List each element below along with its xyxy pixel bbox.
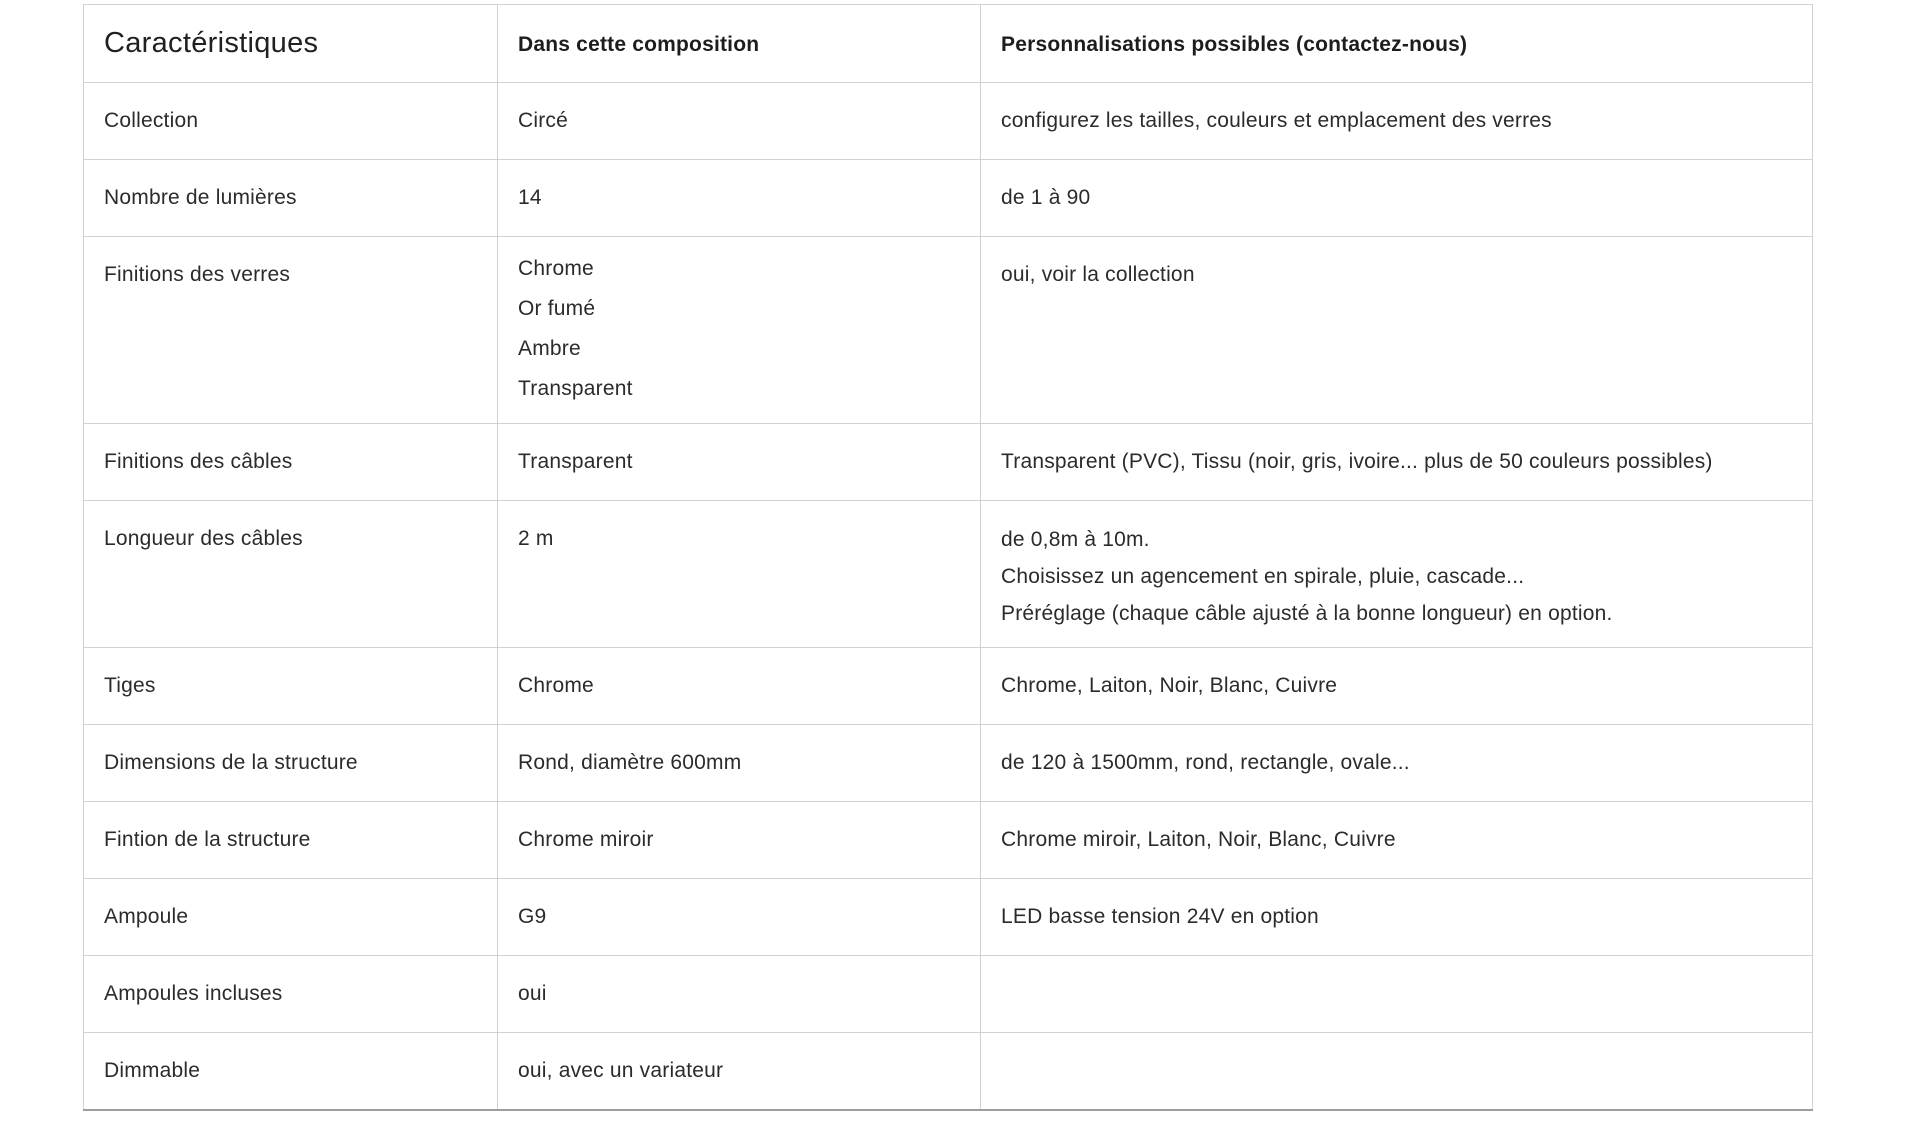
cell-line: Choisissez un agencement en spirale, plu… [1001, 565, 1525, 588]
row-label: Finitions des verres [83, 236, 498, 424]
table-row-collection: Collection Circé configurez les tailles,… [83, 82, 1813, 160]
header-personnalisations-possibles: Personnalisations possibles (contactez-n… [980, 4, 1813, 83]
table-header-row: Caractéristiques Dans cette composition … [83, 4, 1813, 83]
row-personalisation-value: oui, voir la collection [980, 236, 1813, 424]
row-label: Tiges [83, 647, 498, 725]
row-personalisation-value [980, 955, 1813, 1033]
cell-line: oui, voir la collection [1001, 263, 1195, 286]
row-label: Finitions des câbles [83, 423, 498, 501]
cell-line: de 1 à 90 [1001, 186, 1091, 209]
cell-line: Transparent [518, 377, 633, 400]
row-personalisation-value: de 1 à 90 [980, 159, 1813, 237]
header-caracteristiques: Caractéristiques [83, 4, 498, 83]
cell-line: Circé [518, 109, 569, 132]
cell-line: Or fumé [518, 297, 596, 320]
row-personalisation-value: Chrome miroir, Laiton, Noir, Blanc, Cuiv… [980, 801, 1813, 879]
table-row-finitions-des-verres: Finitions des verres Chrome Or fumé Ambre T… [83, 236, 1813, 424]
cell-line: Chrome [518, 257, 594, 280]
cell-line: Transparent (PVC), Tissu (noir, gris, iv… [1001, 450, 1713, 473]
cell-line: Rond, diamètre 600mm [518, 751, 742, 774]
row-personalisation-value: Chrome, Laiton, Noir, Blanc, Cuivre [980, 647, 1813, 725]
cell-line: oui [518, 982, 547, 1005]
cell-line: 14 [518, 186, 542, 209]
row-composition-value: oui [497, 955, 981, 1033]
cell-line: Chrome miroir, Laiton, Noir, Blanc, Cuiv… [1001, 828, 1396, 851]
row-personalisation-value: configurez les tailles, couleurs et empl… [980, 82, 1813, 160]
table-row-longueur-des-cables: Longueur des câbles 2 m de 0,8m à 10m. Ch… [83, 500, 1813, 648]
cell-line: oui, avec un variateur [518, 1059, 724, 1082]
row-personalisation-value: LED basse tension 24V en option [980, 878, 1813, 956]
row-personalisation-value: Transparent (PVC), Tissu (noir, gris, iv… [980, 423, 1813, 501]
cell-line: G9 [518, 905, 547, 928]
row-composition-value: Rond, diamètre 600mm [497, 724, 981, 802]
row-personalisation-value [980, 1032, 1813, 1111]
row-label: Dimensions de la structure [83, 724, 498, 802]
row-composition-value: Transparent [497, 423, 981, 501]
table-row-nombre-de-lumieres: Nombre de lumières 14 de 1 à 90 [83, 159, 1813, 237]
cell-line: 2 m [518, 527, 554, 550]
row-composition-value: Chrome [497, 647, 981, 725]
cell-line: LED basse tension 24V en option [1001, 905, 1319, 928]
header-dans-cette-composition: Dans cette composition [497, 4, 981, 83]
cell-line: Transparent [518, 450, 633, 473]
row-composition-value: Circé [497, 82, 981, 160]
row-label: Longueur des câbles [83, 500, 498, 648]
row-personalisation-value: de 0,8m à 10m. Choisissez un agencement e… [980, 500, 1813, 648]
row-label: Collection [83, 82, 498, 160]
cell-line: Chrome, Laiton, Noir, Blanc, Cuivre [1001, 674, 1338, 697]
table-row-ampoule: Ampoule G9 LED basse tension 24V en opti… [83, 878, 1813, 956]
row-composition-value: Chrome Or fumé Ambre Transparent [497, 236, 981, 424]
row-composition-value: G9 [497, 878, 981, 956]
row-personalisation-value: de 120 à 1500mm, rond, rectangle, ovale.… [980, 724, 1813, 802]
row-composition-value: oui, avec un variateur [497, 1032, 981, 1111]
row-label: Nombre de lumières [83, 159, 498, 237]
row-label: Ampoules incluses [83, 955, 498, 1033]
cell-line: de 0,8m à 10m. [1001, 528, 1150, 551]
table-row-tiges: Tiges Chrome Chrome, Laiton, Noir, Blanc… [83, 647, 1813, 725]
table-row-dimensions-de-la-structure: Dimensions de la structure Rond, diamètr… [83, 724, 1813, 802]
row-label: Dimmable [83, 1032, 498, 1111]
row-composition-value: 2 m [497, 500, 981, 648]
cell-line: Ambre [518, 337, 581, 360]
cell-line: Chrome [518, 674, 594, 697]
row-composition-value: Chrome miroir [497, 801, 981, 879]
row-label: Ampoule [83, 878, 498, 956]
row-label: Fintion de la structure [83, 801, 498, 879]
cell-line: Préréglage (chaque câble ajusté à la bon… [1001, 602, 1613, 625]
cell-line: Chrome miroir [518, 828, 654, 851]
specifications-table: Caractéristiques Dans cette composition … [83, 4, 1813, 1111]
cell-line: configurez les tailles, couleurs et empl… [1001, 109, 1552, 132]
table-row-fintion-de-la-structure: Fintion de la structure Chrome miroir Ch… [83, 801, 1813, 879]
table-row-dimmable: Dimmable oui, avec un variateur [83, 1032, 1813, 1111]
table-row-ampoules-incluses: Ampoules incluses oui [83, 955, 1813, 1033]
row-composition-value: 14 [497, 159, 981, 237]
table-row-finitions-des-cables: Finitions des câbles Transparent Transpa… [83, 423, 1813, 501]
cell-line: de 120 à 1500mm, rond, rectangle, ovale.… [1001, 751, 1410, 774]
